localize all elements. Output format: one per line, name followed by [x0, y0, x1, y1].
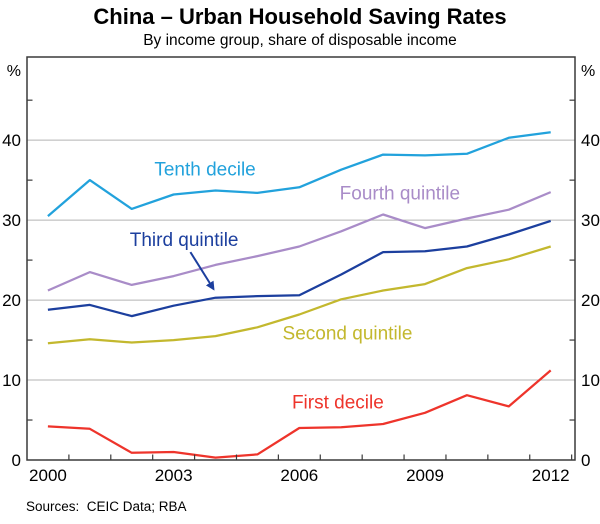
- x-tick-label-2006: 2006: [280, 466, 318, 485]
- sources-note: Sources: CEIC Data; RBA: [26, 499, 187, 514]
- y-tick-label-right-10: 10: [581, 371, 600, 390]
- y-tick-label-right-20: 20: [581, 291, 600, 310]
- chart-title: China – Urban Household Saving Rates: [93, 4, 507, 29]
- x-tick-label-2009: 2009: [406, 466, 444, 485]
- series-line-tenth-decile: [47, 131, 551, 217]
- series-layer: [47, 131, 552, 459]
- y-axis-unit-right: %: [581, 63, 595, 80]
- annotation-arrow-third-quintile: [189, 251, 215, 291]
- y-tick-label-left-20: 20: [2, 291, 21, 310]
- series-line-fourth-quintile: [47, 191, 552, 292]
- series-label-tenth-decile: Tenth decile: [154, 159, 255, 180]
- series-line-second-quintile: [47, 245, 552, 345]
- gridlines-layer: [27, 139, 575, 381]
- axes-layer: [26, 56, 576, 461]
- series-label-first-decile: First decile: [292, 393, 384, 414]
- x-tick-label-2000: 2000: [29, 466, 67, 485]
- y-tick-label-right-0: 0: [581, 451, 590, 470]
- y-tick-label-left-40: 40: [2, 131, 21, 150]
- y-tick-label-left-30: 30: [2, 211, 21, 230]
- x-tick-label-2003: 2003: [155, 466, 193, 485]
- y-tick-label-right-30: 30: [581, 211, 600, 230]
- labels-layer: 0 0 10 10 20 20 30 30 40 40% % 2000 2003 2006 2009 2012…: [2, 63, 600, 485]
- series-label-second-quintile: Second quintile: [283, 323, 413, 344]
- chart-subtitle: By income group, share of disposable inc…: [143, 32, 457, 49]
- plot-border: [26, 56, 576, 461]
- y-axis-unit-left: %: [7, 63, 21, 80]
- series-line-first-decile: [47, 369, 552, 459]
- y-tick-label-left-0: 0: [12, 451, 21, 470]
- y-tick-label-left-10: 10: [2, 371, 21, 390]
- series-label-fourth-quintile: Fourth quintile: [340, 183, 460, 204]
- x-tick-label-2012: 2012: [532, 466, 570, 485]
- y-tick-label-right-40: 40: [581, 131, 600, 150]
- series-line-third-quintile: [47, 219, 552, 318]
- series-label-third-quintile: Third quintile: [130, 230, 239, 251]
